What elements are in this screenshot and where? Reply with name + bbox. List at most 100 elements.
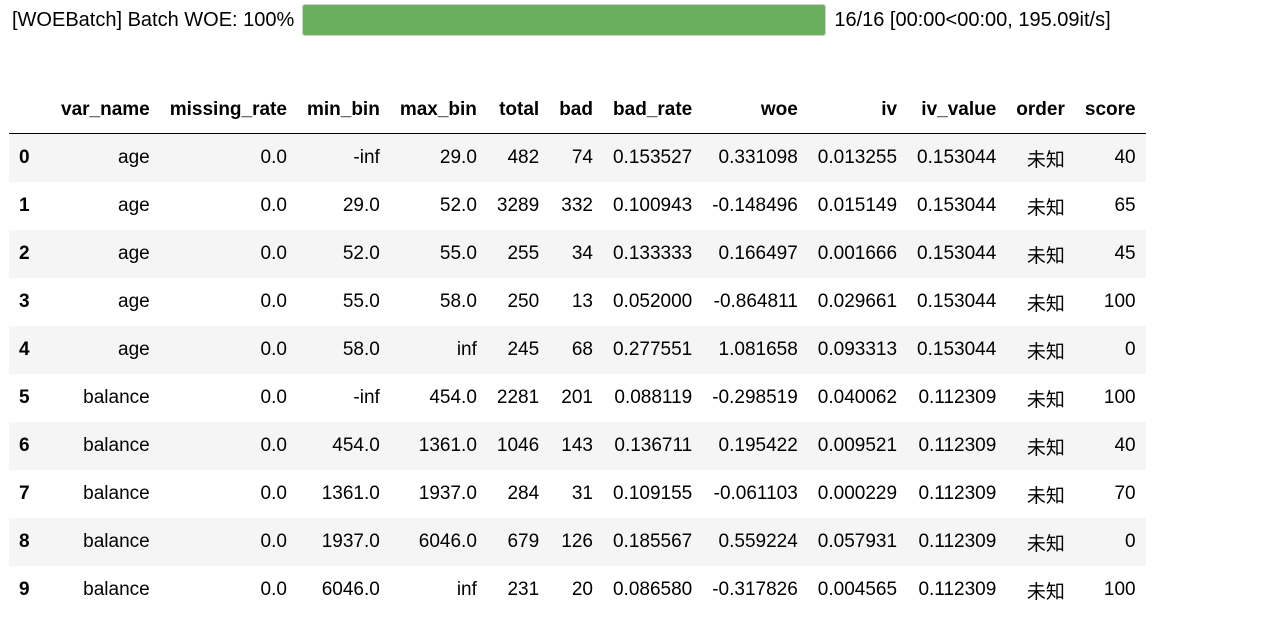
table-row: 9 balance 0.0 6046.0 inf 231 20 0.086580 -0.3178…	[9, 566, 1146, 614]
cell-woe: 1.081658	[718, 339, 798, 360]
cell-bad: 13	[571, 291, 593, 312]
cell-bad-rate: 0.277551	[612, 339, 693, 360]
cell-min-bin: -inf	[353, 147, 380, 168]
cell-total: 2281	[496, 387, 540, 408]
cell-missing-rate: 0.0	[260, 291, 287, 312]
cell-total: 482	[507, 147, 540, 168]
cell-bad: 34	[571, 243, 593, 264]
cell-total: 3289	[496, 195, 540, 216]
cell-bad-rate: 0.136711	[614, 435, 693, 456]
row-index: 3	[19, 291, 30, 312]
cell-var-name: age	[118, 147, 150, 168]
cell-score: 100	[1103, 291, 1136, 312]
cell-max-bin: 6046.0	[418, 531, 477, 552]
cell-total: 250	[507, 291, 540, 312]
cell-bad: 31	[571, 483, 593, 504]
cell-bad: 68	[571, 339, 593, 360]
cell-missing-rate: 0.0	[260, 387, 287, 408]
row-index: 5	[19, 387, 30, 408]
column-header-total: total	[486, 87, 550, 134]
cell-total: 255	[507, 243, 540, 264]
cell-woe: -0.864811	[713, 291, 798, 312]
cell-max-bin: 1937.0	[418, 483, 477, 504]
progress-label: [WOEBatch] Batch WOE: 100%	[12, 8, 295, 31]
cell-iv: 0.057931	[817, 531, 898, 552]
cell-max-bin: 454.0	[429, 387, 477, 408]
cell-var-name: balance	[83, 579, 150, 600]
cell-score: 0	[1125, 531, 1136, 552]
cell-total: 284	[507, 483, 540, 504]
cell-order: 未知	[1026, 581, 1065, 603]
cell-iv-value: 0.153044	[917, 339, 997, 360]
table-row: 0 age 0.0 -inf 29.0 482 74 0.153527 0.331098 0.01…	[9, 133, 1146, 182]
cell-iv: 0.004565	[817, 579, 898, 600]
cell-bad: 74	[571, 147, 593, 168]
cell-iv: 0.001666	[817, 243, 898, 264]
cell-bad-rate: 0.100943	[612, 195, 693, 216]
cell-min-bin: 58.0	[342, 339, 380, 360]
cell-bad-rate: 0.133333	[612, 243, 693, 264]
cell-bad-rate: 0.088119	[614, 387, 693, 408]
column-header-min-bin: min_bin	[296, 87, 390, 134]
cell-score: 40	[1114, 435, 1136, 456]
cell-var-name: balance	[83, 435, 150, 456]
index-header	[9, 87, 51, 134]
cell-missing-rate: 0.0	[260, 483, 287, 504]
cell-var-name: age	[118, 291, 150, 312]
row-index: 7	[19, 483, 30, 504]
cell-missing-rate: 0.0	[260, 531, 287, 552]
column-header-missing-rate: missing_rate	[159, 87, 297, 134]
progress-status: 16/16 [00:00<00:00, 195.09it/s]	[834, 8, 1111, 31]
cell-iv-value: 0.112309	[918, 387, 997, 408]
cell-woe: -0.148496	[712, 195, 798, 216]
cell-var-name: age	[118, 195, 150, 216]
cell-var-name: age	[118, 339, 150, 360]
cell-missing-rate: 0.0	[260, 243, 287, 264]
cell-woe: 0.166497	[718, 243, 798, 264]
cell-max-bin: 55.0	[439, 243, 477, 264]
progress-bar	[302, 4, 827, 36]
cell-order: 未知	[1026, 197, 1065, 219]
cell-min-bin: 52.0	[342, 243, 380, 264]
cell-bad-rate: 0.153527	[612, 147, 693, 168]
cell-bad-rate: 0.052000	[612, 291, 693, 312]
row-index: 1	[19, 195, 30, 216]
cell-order: 未知	[1026, 533, 1065, 555]
cell-iv-value: 0.112309	[918, 483, 997, 504]
cell-var-name: balance	[83, 531, 150, 552]
row-index: 6	[19, 435, 30, 456]
cell-max-bin: 29.0	[439, 147, 477, 168]
cell-order: 未知	[1026, 341, 1065, 363]
cell-min-bin: 454.0	[332, 435, 380, 456]
cell-bad: 20	[571, 579, 593, 600]
cell-max-bin: 52.0	[439, 195, 477, 216]
cell-missing-rate: 0.0	[260, 339, 287, 360]
row-index: 4	[19, 339, 30, 360]
cell-iv-value: 0.153044	[917, 147, 997, 168]
cell-order: 未知	[1026, 245, 1065, 267]
cell-max-bin: 58.0	[439, 291, 477, 312]
cell-min-bin: 6046.0	[321, 579, 380, 600]
cell-score: 0	[1125, 339, 1136, 360]
cell-var-name: balance	[83, 483, 150, 504]
cell-iv: 0.040062	[817, 387, 898, 408]
row-index: 9	[19, 579, 30, 600]
cell-score: 100	[1103, 387, 1136, 408]
cell-max-bin: 1361.0	[418, 435, 477, 456]
cell-total: 1046	[496, 435, 540, 456]
cell-iv-value: 0.112309	[918, 435, 997, 456]
cell-min-bin: 29.0	[342, 195, 380, 216]
cell-score: 70	[1114, 483, 1136, 504]
cell-iv: 0.029661	[817, 291, 898, 312]
column-header-woe: woe	[702, 87, 808, 134]
column-header-bad-rate: bad_rate	[602, 87, 703, 134]
column-header-bad: bad	[549, 87, 603, 134]
cell-woe: -0.317826	[712, 579, 798, 600]
cell-order: 未知	[1026, 149, 1065, 171]
table-body: 0 age 0.0 -inf 29.0 482 74 0.153527 0.331098 0.01…	[9, 133, 1146, 614]
progress-output: [WOEBatch] Batch WOE: 100% 16/16 [00:00<…	[12, 4, 1111, 36]
cell-score: 40	[1114, 147, 1136, 168]
row-index: 8	[19, 531, 30, 552]
table-row: 8 balance 0.0 1937.0 6046.0 679 126 0.185567 0.5…	[9, 518, 1146, 566]
progress-bar-fill	[303, 5, 826, 35]
